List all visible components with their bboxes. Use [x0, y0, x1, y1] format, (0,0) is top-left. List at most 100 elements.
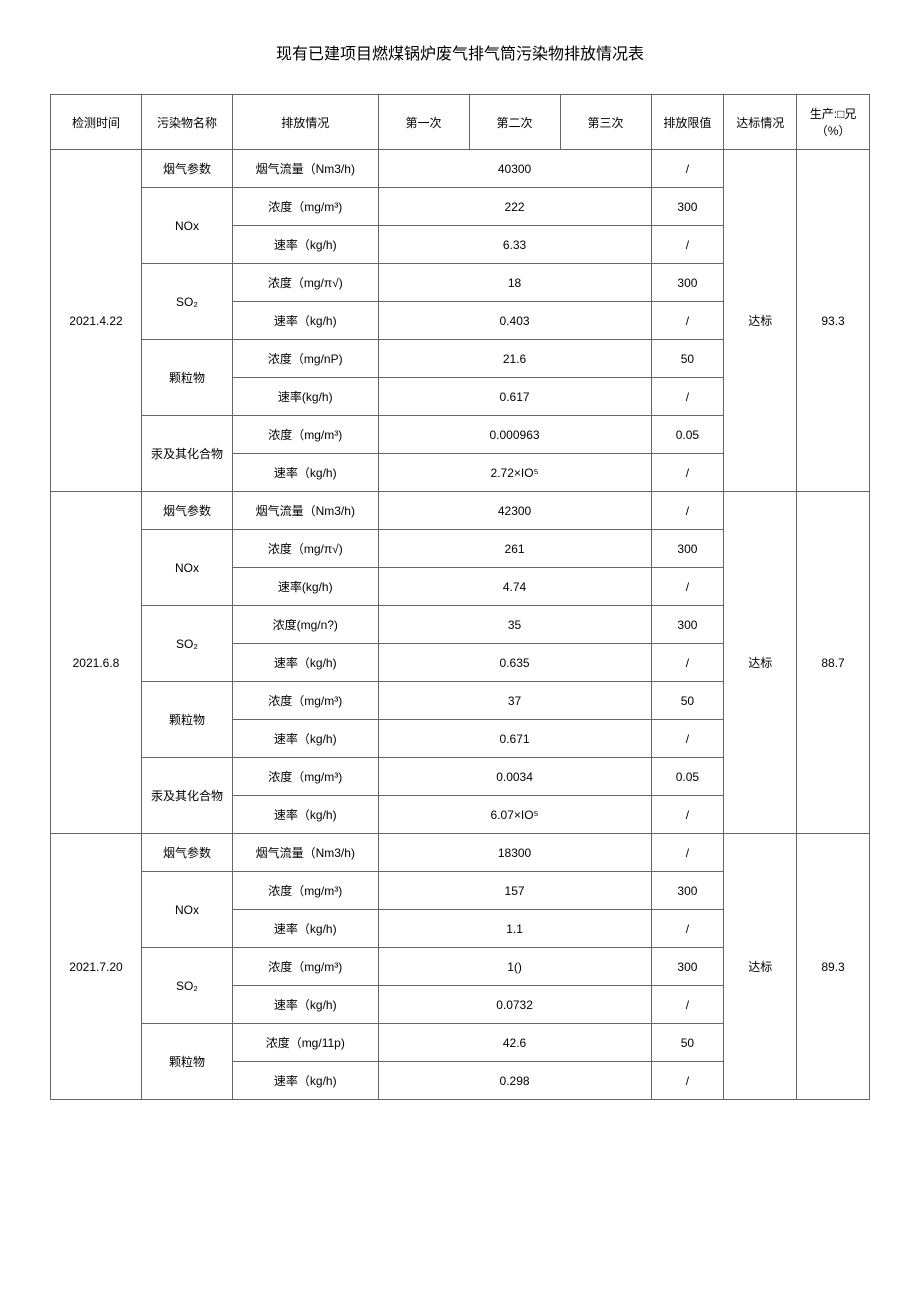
- value-cell: 2.72×IO⁵: [378, 454, 651, 492]
- value-cell: 21.6: [378, 340, 651, 378]
- pollutant-cell: SO₂: [141, 948, 232, 1024]
- header-emission: 排放情况: [232, 95, 378, 150]
- limit-cell: 300: [651, 188, 724, 226]
- limit-cell: /: [651, 796, 724, 834]
- emission-cell: 浓度（mg/11p): [232, 1024, 378, 1062]
- value-cell: 6.07×IO⁵: [378, 796, 651, 834]
- emission-cell: 浓度（mg/m³): [232, 948, 378, 986]
- limit-cell: /: [651, 492, 724, 530]
- emission-cell: 浓度（mg/π√): [232, 530, 378, 568]
- table-row: 2021.4.22 烟气参数 烟气流量（Nm3/h) 40300 / 达标 93…: [51, 150, 870, 188]
- limit-cell: /: [651, 454, 724, 492]
- value-cell: 1.1: [378, 910, 651, 948]
- limit-cell: /: [651, 910, 724, 948]
- value-cell: 1(): [378, 948, 651, 986]
- limit-cell: 0.05: [651, 416, 724, 454]
- header-third: 第三次: [560, 95, 651, 150]
- emissions-table: 检测时间 污染物名称 排放情况 第一次 第二次 第三次 排放限值 达标情况 生产…: [50, 94, 870, 1100]
- value-cell: 0.000963: [378, 416, 651, 454]
- date-cell: 2021.6.8: [51, 492, 142, 834]
- production-cell: 88.7: [797, 492, 870, 834]
- emission-cell: 浓度（mg/nP): [232, 340, 378, 378]
- pollutant-cell: 颗粒物: [141, 1024, 232, 1100]
- value-cell: 6.33: [378, 226, 651, 264]
- value-cell: 157: [378, 872, 651, 910]
- limit-cell: /: [651, 150, 724, 188]
- table-row: 2021.7.20 烟气参数 烟气流量（Nm3/h) 18300 / 达标 89…: [51, 834, 870, 872]
- pollutant-cell: 烟气参数: [141, 834, 232, 872]
- emission-cell: 速率(kg/h): [232, 378, 378, 416]
- value-cell: 4.74: [378, 568, 651, 606]
- emission-cell: 速率（kg/h): [232, 302, 378, 340]
- emission-cell: 烟气流量（Nm3/h): [232, 492, 378, 530]
- value-cell: 42300: [378, 492, 651, 530]
- limit-cell: /: [651, 302, 724, 340]
- table-header-row: 检测时间 污染物名称 排放情况 第一次 第二次 第三次 排放限值 达标情况 生产…: [51, 95, 870, 150]
- limit-cell: 50: [651, 1024, 724, 1062]
- emission-cell: 浓度（mg/m³): [232, 758, 378, 796]
- emission-cell: 浓度（mg/π√): [232, 264, 378, 302]
- pollutant-cell: NOx: [141, 530, 232, 606]
- production-cell: 93.3: [797, 150, 870, 492]
- emission-cell: 速率（kg/h): [232, 644, 378, 682]
- value-cell: 0.403: [378, 302, 651, 340]
- emission-cell: 浓度（mg/m³): [232, 682, 378, 720]
- emission-cell: 烟气流量（Nm3/h): [232, 834, 378, 872]
- value-cell: 42.6: [378, 1024, 651, 1062]
- emission-cell: 速率（kg/h): [232, 910, 378, 948]
- pollutant-cell: 汞及其化合物: [141, 758, 232, 834]
- emission-cell: 烟气流量（Nm3/h): [232, 150, 378, 188]
- emission-cell: 速率（kg/h): [232, 796, 378, 834]
- pollutant-cell: 烟气参数: [141, 150, 232, 188]
- limit-cell: /: [651, 986, 724, 1024]
- header-pollutant: 污染物名称: [141, 95, 232, 150]
- header-date: 检测时间: [51, 95, 142, 150]
- header-limit: 排放限值: [651, 95, 724, 150]
- emission-cell: 速率（kg/h): [232, 1062, 378, 1100]
- pollutant-cell: 颗粒物: [141, 340, 232, 416]
- pollutant-cell: SO₂: [141, 264, 232, 340]
- value-cell: 0.617: [378, 378, 651, 416]
- emission-cell: 速率（kg/h): [232, 454, 378, 492]
- pollutant-cell: SO₂: [141, 606, 232, 682]
- limit-cell: /: [651, 378, 724, 416]
- value-cell: 40300: [378, 150, 651, 188]
- value-cell: 0.298: [378, 1062, 651, 1100]
- value-cell: 0.0034: [378, 758, 651, 796]
- emission-cell: 速率（kg/h): [232, 226, 378, 264]
- pollutant-cell: NOx: [141, 188, 232, 264]
- value-cell: 18300: [378, 834, 651, 872]
- limit-cell: /: [651, 720, 724, 758]
- value-cell: 0.635: [378, 644, 651, 682]
- emission-cell: 速率（kg/h): [232, 720, 378, 758]
- production-cell: 89.3: [797, 834, 870, 1100]
- value-cell: 0.0732: [378, 986, 651, 1024]
- emission-cell: 速率（kg/h): [232, 986, 378, 1024]
- limit-cell: 300: [651, 872, 724, 910]
- limit-cell: /: [651, 1062, 724, 1100]
- limit-cell: 300: [651, 264, 724, 302]
- limit-cell: 50: [651, 682, 724, 720]
- header-production: 生产:□兄 （%）: [797, 95, 870, 150]
- table-row: 2021.6.8 烟气参数 烟气流量（Nm3/h) 42300 / 达标 88.…: [51, 492, 870, 530]
- status-cell: 达标: [724, 150, 797, 492]
- pollutant-cell: NOx: [141, 872, 232, 948]
- value-cell: 37: [378, 682, 651, 720]
- limit-cell: /: [651, 568, 724, 606]
- emission-cell: 浓度（mg/m³): [232, 416, 378, 454]
- limit-cell: 50: [651, 340, 724, 378]
- pollutant-cell: 颗粒物: [141, 682, 232, 758]
- limit-cell: 300: [651, 606, 724, 644]
- emission-cell: 浓度（mg/m³): [232, 188, 378, 226]
- header-second: 第二次: [469, 95, 560, 150]
- pollutant-cell: 汞及其化合物: [141, 416, 232, 492]
- header-first: 第一次: [378, 95, 469, 150]
- value-cell: 18: [378, 264, 651, 302]
- pollutant-cell: 烟气参数: [141, 492, 232, 530]
- value-cell: 0.671: [378, 720, 651, 758]
- status-cell: 达标: [724, 834, 797, 1100]
- limit-cell: /: [651, 644, 724, 682]
- emission-cell: 浓度(mg/n?): [232, 606, 378, 644]
- header-status: 达标情况: [724, 95, 797, 150]
- value-cell: 35: [378, 606, 651, 644]
